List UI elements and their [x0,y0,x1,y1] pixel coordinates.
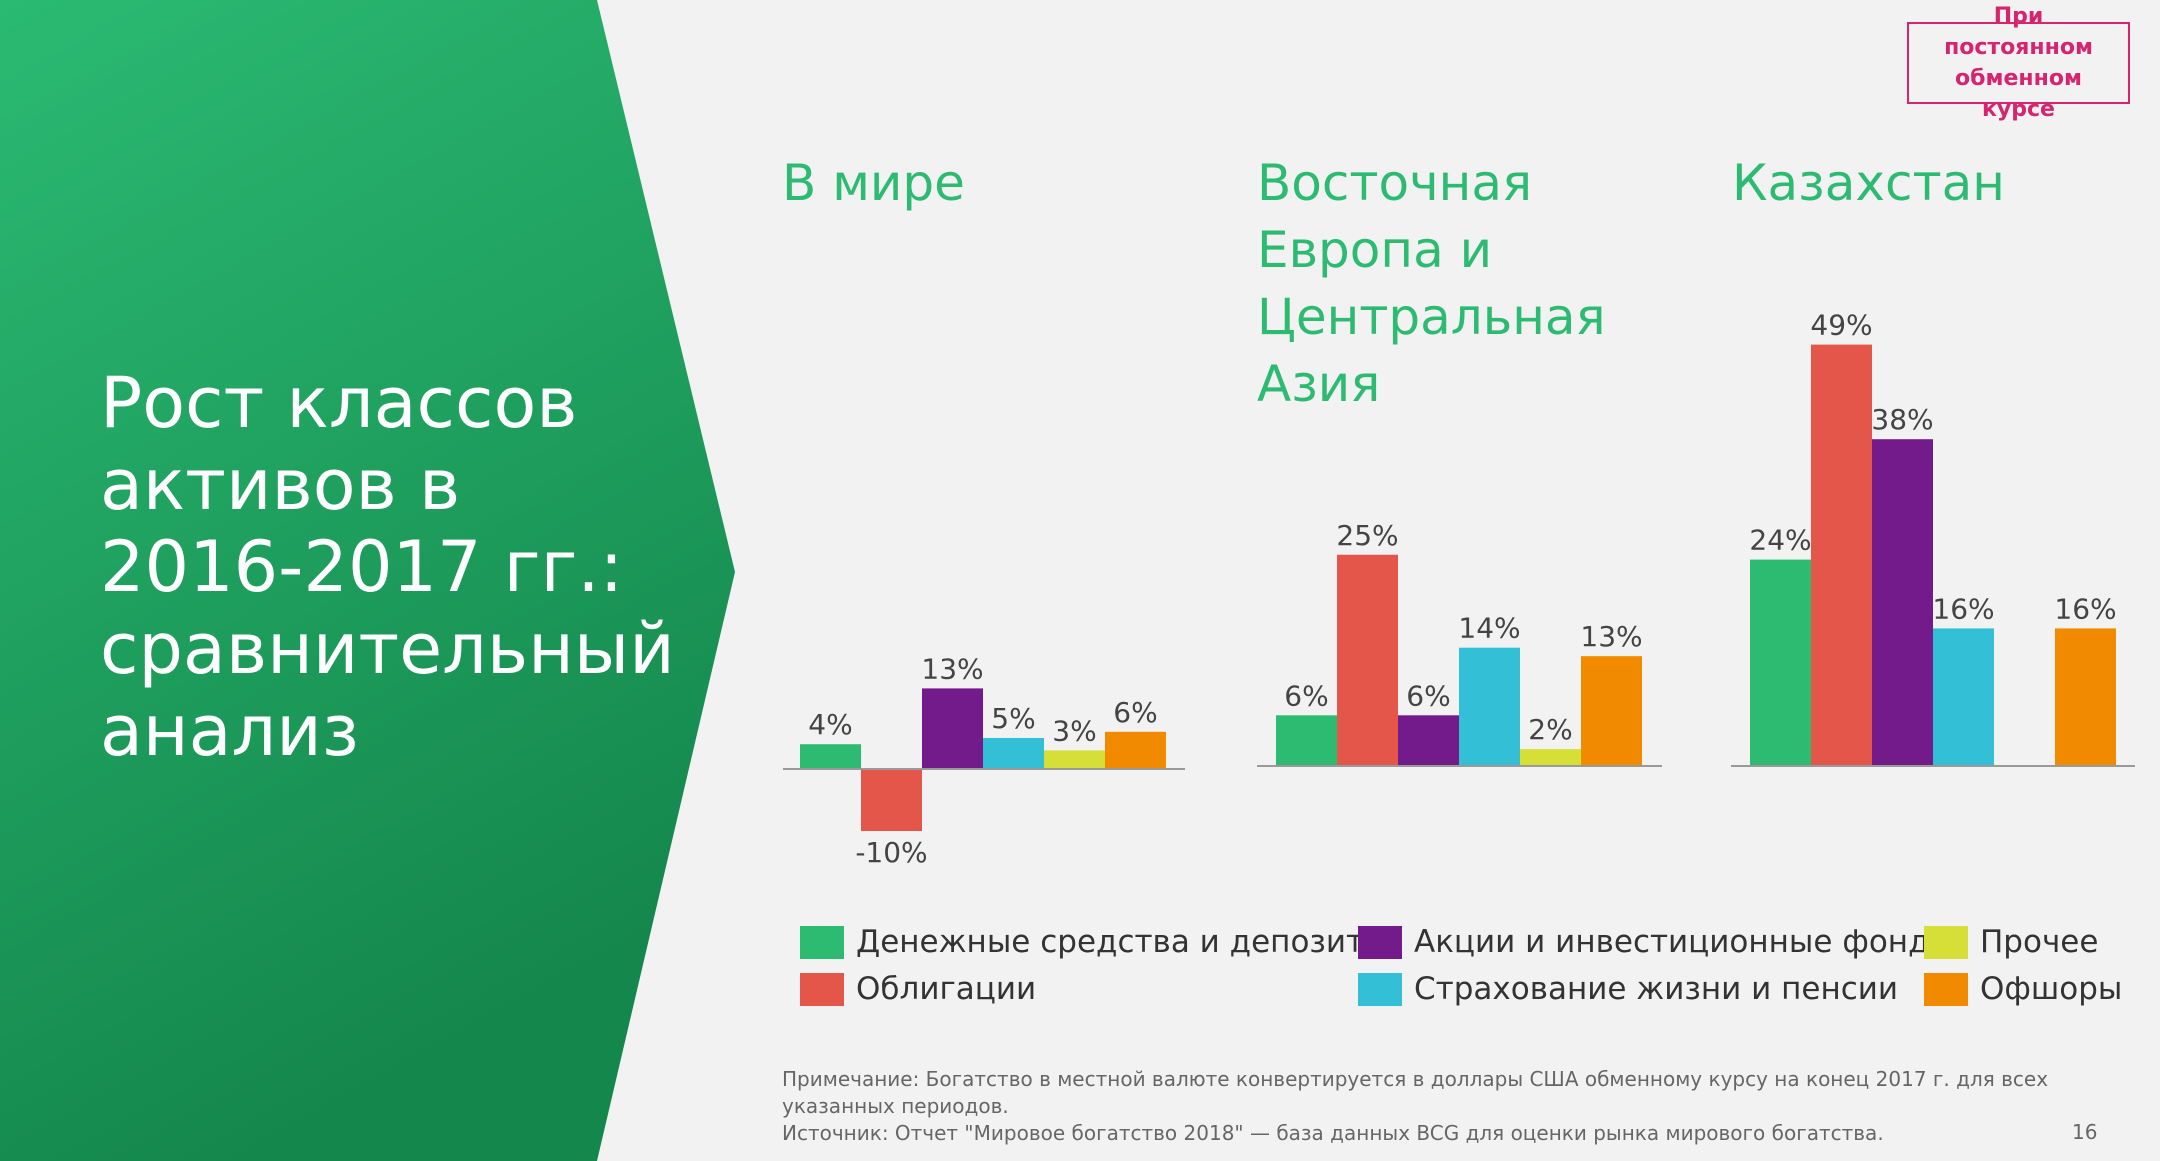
bar-kazakhstan-0 [1750,559,1811,766]
legend-label: Денежные средства и депозиты [856,924,1389,960]
data-label-world-3: 5% [991,702,1035,735]
chart-title-kazakhstan: Казахстан [1732,154,2005,212]
data-label-eeca-0: 6% [1284,679,1328,712]
legend-item-bonds: Облигации [800,969,1036,1009]
bar-kazakhstan-2 [1872,439,1933,766]
legend-swatch [1358,972,1402,1006]
data-label-world-0: 4% [808,708,852,741]
data-label-kazakhstan-0: 24% [1749,524,1811,557]
data-label-kazakhstan-1: 49% [1810,309,1872,342]
legend-label: Облигации [856,971,1037,1007]
footnote-source: Источник: Отчет "Мировое богатство 2018"… [782,1121,1884,1145]
legend-label: Офшоры [1980,971,2123,1007]
legend-item-cash-deposits: Денежные средства и депозиты [800,922,1389,962]
bar-world-5 [1105,731,1166,769]
data-label-world-1: -10% [855,836,927,869]
bar-eeca-0 [1276,715,1337,766]
bar-eeca-3 [1459,647,1520,766]
bar-world-3 [983,738,1044,769]
data-label-world-2: 13% [921,652,983,685]
bar-world-1 [861,769,922,831]
bar-eeca-5 [1581,656,1642,766]
legend-label: Прочее [1980,924,2099,960]
bar-kazakhstan-5 [2055,628,2116,766]
legend-item-equities-funds: Акции и инвестиционные фонды [1358,922,1954,962]
legend-label: Страхование жизни и пенсии [1414,971,1899,1007]
slide-title: Рост классов активов в 2016-2017 гг.: ср… [100,362,675,772]
data-label-world-4: 3% [1052,714,1096,747]
bar-eeca-4 [1520,749,1581,766]
bar-world-4 [1044,750,1105,769]
data-label-kazakhstan-5: 16% [2054,592,2116,625]
legend-item-life-insurance-pensions: Страхование жизни и пенсии [1358,969,1898,1009]
page-number: 16 [2072,1120,2098,1144]
legend-label: Акции и инвестиционные фонды [1414,924,1954,960]
data-label-eeca-4: 2% [1528,713,1572,746]
bar-kazakhstan-3 [1933,628,1994,766]
data-label-eeca-5: 13% [1580,620,1642,653]
legend-item-other: Прочее [1924,922,2098,962]
data-label-kazakhstan-2: 38% [1871,403,1933,436]
bar-world-2 [922,688,983,769]
data-label-eeca-2: 6% [1406,679,1450,712]
legend-swatch [800,925,844,959]
data-label-eeca-3: 14% [1458,612,1520,645]
chart-title-world: В мире [782,154,965,212]
data-label-kazakhstan-3: 16% [1932,592,1994,625]
legend-swatch [800,972,844,1006]
bar-eeca-2 [1398,715,1459,766]
bar-world-0 [800,744,861,769]
bar-kazakhstan-1 [1811,344,1872,766]
data-label-eeca-1: 25% [1336,519,1398,552]
legend-swatch [1924,925,1968,959]
chart-title-eastern-europe-central-asia: Восточная Европа и Центральная Азия [1257,154,1606,413]
legend-swatch [1358,925,1402,959]
legend-item-offshore: Офшоры [1924,969,2122,1009]
bar-eeca-1 [1337,554,1398,766]
data-label-world-5: 6% [1113,696,1157,729]
footnote-note: Примечание: Богатство в местной валюте к… [782,1067,2049,1118]
legend-swatch [1924,972,1968,1006]
footnote: Примечание: Богатство в местной валюте к… [782,1066,2102,1147]
